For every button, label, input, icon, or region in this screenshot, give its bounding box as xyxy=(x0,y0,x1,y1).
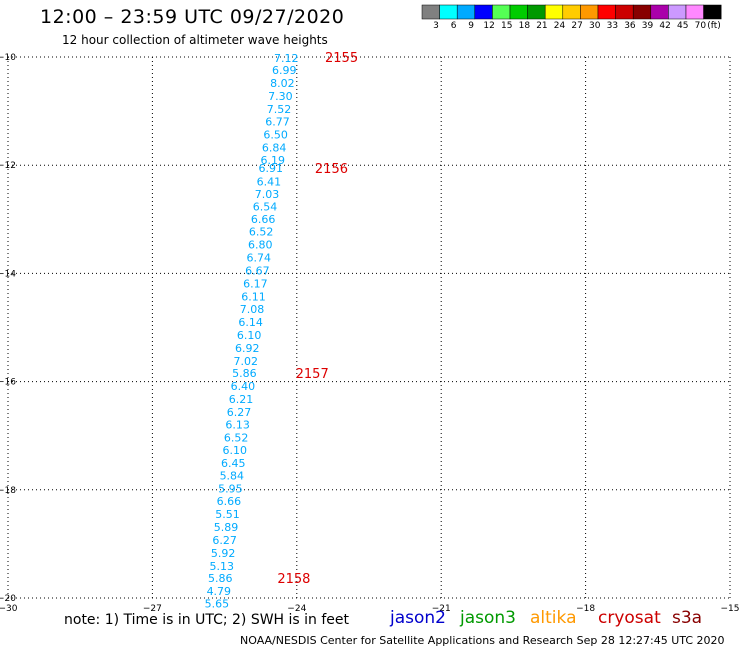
time-label: 2158 xyxy=(277,572,310,587)
satellite-legend-cryosat: cryosat xyxy=(598,608,661,628)
wave-height-point: 6.13 xyxy=(225,418,250,431)
wave-height-point: 6.77 xyxy=(265,115,290,128)
wave-height-point: 6.40 xyxy=(231,380,256,393)
color-scale-label: 27 xyxy=(571,21,583,31)
wave-height-point: 6.41 xyxy=(257,175,282,188)
wave-height-point: 7.08 xyxy=(240,303,265,316)
color-scale-label: 6 xyxy=(450,21,457,31)
wave-height-point: 5.13 xyxy=(209,560,234,573)
x-tick-label: −24 xyxy=(287,604,306,614)
color-scale-label: 45 xyxy=(677,21,689,31)
wave-height-point: 5.65 xyxy=(205,597,230,610)
wave-height-point: 5.86 xyxy=(232,367,257,380)
wave-height-point: 4.79 xyxy=(207,585,232,598)
wave-height-point: 7.12 xyxy=(274,52,299,65)
wave-height-point: 6.66 xyxy=(217,495,242,508)
footnote: note: 1) Time is in UTC; 2) SWH is in fe… xyxy=(64,612,350,628)
satellite-legend-jason3: jason3 xyxy=(460,608,516,628)
wave-height-point: 6.80 xyxy=(248,239,273,252)
wave-height-point: 6.52 xyxy=(224,431,249,444)
wave-height-point: 6.66 xyxy=(251,213,276,226)
satellite-legend-altika: altika xyxy=(530,608,577,628)
satellite-legend-jason2: jason2 xyxy=(390,608,446,628)
wave-height-point: 6.67 xyxy=(245,265,270,278)
y-tick-label: −10 xyxy=(0,53,16,63)
satellite-legend-s3a: s3a xyxy=(672,608,703,628)
time-label: 2157 xyxy=(296,367,329,382)
wave-height-point: 7.03 xyxy=(255,188,280,201)
color-scale-label: 9 xyxy=(468,21,475,31)
x-tick-label: −15 xyxy=(721,604,740,614)
x-tick-label: −30 xyxy=(0,604,18,614)
y-tick-label: −14 xyxy=(0,269,16,279)
y-tick-label: −12 xyxy=(0,161,16,171)
wave-height-point: 5.95 xyxy=(218,483,243,496)
color-scale-label: 33 xyxy=(606,21,619,31)
wave-height-point: 7.52 xyxy=(267,103,292,116)
wave-height-point: 7.30 xyxy=(268,90,293,103)
wave-height-point: 6.74 xyxy=(247,252,272,265)
wave-height-point: 5.86 xyxy=(208,572,233,585)
wave-height-point: 6.52 xyxy=(249,226,274,239)
wave-height-point: 6.21 xyxy=(229,393,254,406)
wave-height-point: 6.11 xyxy=(241,291,266,304)
y-tick-label: −16 xyxy=(0,378,16,388)
color-scale-label: 18 xyxy=(518,21,531,31)
wave-height-point: 6.27 xyxy=(212,534,237,547)
x-tick-label: −21 xyxy=(432,604,451,614)
wave-height-point: 7.02 xyxy=(234,355,259,368)
wave-height-point: 6.14 xyxy=(238,316,263,329)
wave-height-point: 6.91 xyxy=(259,162,284,175)
color-scale-label: 15 xyxy=(501,21,513,31)
color-scale-label: 30 xyxy=(589,21,601,31)
wave-height-point: 5.89 xyxy=(214,521,239,534)
color-scale-label: 21 xyxy=(536,21,548,31)
wave-height-point: 5.84 xyxy=(220,470,245,483)
wave-height-point: 6.54 xyxy=(253,200,278,213)
wave-height-point: 8.02 xyxy=(270,77,295,90)
color-scale-bar xyxy=(421,4,722,20)
y-tick-label: −18 xyxy=(0,486,16,496)
x-tick-label: −18 xyxy=(576,604,595,614)
x-tick-label: −27 xyxy=(143,604,162,614)
color-scale-label: 39 xyxy=(641,21,654,31)
wave-height-point: 6.10 xyxy=(237,329,262,342)
wave-height-point: 6.99 xyxy=(272,64,297,77)
color-scale-label: 36 xyxy=(624,21,636,31)
credit-line: NOAA/NESDIS Center for Satellite Applica… xyxy=(240,634,725,647)
wave-height-point: 6.10 xyxy=(222,444,247,457)
color-scale-label: 42 xyxy=(659,21,671,31)
color-swatch xyxy=(703,4,722,20)
wave-height-point: 6.17 xyxy=(243,278,268,291)
color-scale-label: 12 xyxy=(483,21,495,31)
color-scale-label: (ft) xyxy=(707,21,721,31)
y-tick-label: −20 xyxy=(0,594,16,604)
wave-height-point: 5.51 xyxy=(215,508,240,521)
wave-height-point: 6.27 xyxy=(227,406,252,419)
wave-height-point: 5.92 xyxy=(211,547,236,560)
wave-height-point: 6.50 xyxy=(263,128,288,141)
wave-height-point: 6.19 xyxy=(260,154,285,167)
time-label: 2156 xyxy=(315,162,348,177)
color-scale-label: 3 xyxy=(433,21,439,31)
wave-height-point: 6.84 xyxy=(262,141,287,154)
wave-height-point: 6.92 xyxy=(235,342,260,355)
color-scale-label: 70 xyxy=(694,21,707,31)
color-scale-label: 24 xyxy=(553,21,566,31)
wave-height-point: 6.45 xyxy=(221,457,246,470)
chart-title: 12:00 – 23:59 UTC 09/27/2020 xyxy=(40,6,345,28)
chart-subtitle: 12 hour collection of altimeter wave hei… xyxy=(62,33,328,47)
time-label: 2155 xyxy=(325,51,358,66)
